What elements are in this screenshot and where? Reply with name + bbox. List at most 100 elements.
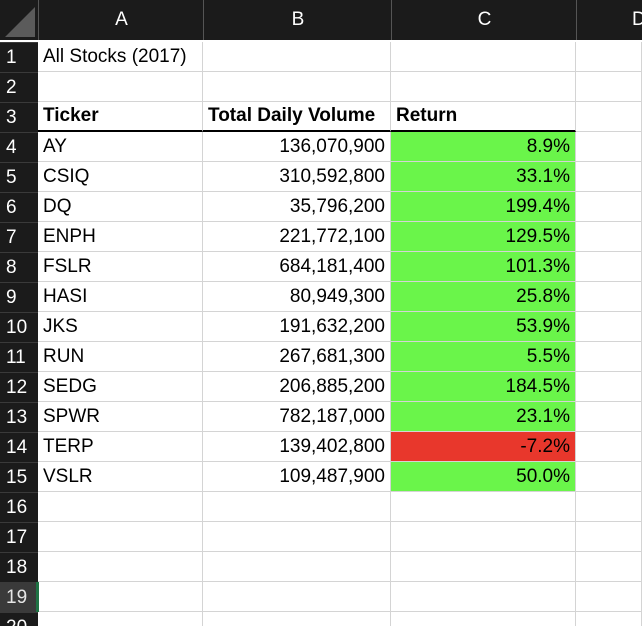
volume-cell[interactable]: 139,402,800 xyxy=(203,432,391,462)
ticker-cell[interactable]: CSIQ xyxy=(38,162,203,192)
return-cell[interactable]: 184.5% xyxy=(391,372,576,402)
volume-cell[interactable]: 206,885,200 xyxy=(203,372,391,402)
cell-d1[interactable] xyxy=(576,42,642,72)
cell-d4[interactable] xyxy=(576,132,642,162)
cell-a17[interactable] xyxy=(38,522,203,552)
row-header-10[interactable]: 10 xyxy=(0,312,38,342)
return-cell[interactable]: 199.4% xyxy=(391,192,576,222)
return-cell[interactable]: 101.3% xyxy=(391,252,576,282)
row-header-17[interactable]: 17 xyxy=(0,522,38,552)
cell-d20[interactable] xyxy=(576,612,642,626)
row-header-12[interactable]: 12 xyxy=(0,372,38,402)
volume-cell[interactable]: 267,681,300 xyxy=(203,342,391,372)
row-header-8[interactable]: 8 xyxy=(0,252,38,282)
row-header-6[interactable]: 6 xyxy=(0,192,38,222)
ticker-cell[interactable]: VSLR xyxy=(38,462,203,492)
cell-d6[interactable] xyxy=(576,192,642,222)
cell-b16[interactable] xyxy=(203,492,391,522)
return-cell[interactable]: -7.2% xyxy=(391,432,576,462)
column-header-a[interactable]: A xyxy=(38,0,204,40)
row-header-7[interactable]: 7 xyxy=(0,222,38,252)
return-cell[interactable]: 23.1% xyxy=(391,402,576,432)
cell-c2[interactable] xyxy=(391,72,576,102)
column-header-c[interactable]: C xyxy=(391,0,577,40)
row-header-3[interactable]: 3 xyxy=(0,102,38,132)
return-cell[interactable]: 25.8% xyxy=(391,282,576,312)
row-header-5[interactable]: 5 xyxy=(0,162,38,192)
volume-cell[interactable]: 109,487,900 xyxy=(203,462,391,492)
ticker-cell[interactable]: SEDG xyxy=(38,372,203,402)
row-header-2[interactable]: 2 xyxy=(0,72,38,102)
cell-d5[interactable] xyxy=(576,162,642,192)
header-ticker[interactable]: Ticker xyxy=(38,102,203,132)
cell-c19[interactable] xyxy=(391,582,576,612)
return-cell[interactable]: 53.9% xyxy=(391,312,576,342)
column-header-d[interactable]: D xyxy=(576,0,642,40)
row-header-18[interactable]: 18 xyxy=(0,552,38,582)
ticker-cell[interactable]: FSLR xyxy=(38,252,203,282)
ticker-cell[interactable]: SPWR xyxy=(38,402,203,432)
cell-d15[interactable] xyxy=(576,462,642,492)
return-cell[interactable]: 5.5% xyxy=(391,342,576,372)
ticker-cell[interactable]: ENPH xyxy=(38,222,203,252)
cell-b18[interactable] xyxy=(203,552,391,582)
cell-d19[interactable] xyxy=(576,582,642,612)
cell-d3[interactable] xyxy=(576,102,642,132)
cell-d16[interactable] xyxy=(576,492,642,522)
title-cell[interactable]: All Stocks (2017) xyxy=(38,42,203,72)
row-header-20[interactable]: 20 xyxy=(0,612,38,626)
row-header-9[interactable]: 9 xyxy=(0,282,38,312)
cell-d8[interactable] xyxy=(576,252,642,282)
return-cell[interactable]: 8.9% xyxy=(391,132,576,162)
cell-b17[interactable] xyxy=(203,522,391,552)
cell-b20[interactable] xyxy=(203,612,391,626)
row-header-15[interactable]: 15 xyxy=(0,462,38,492)
cell-a19[interactable] xyxy=(38,582,203,612)
ticker-cell[interactable]: TERP xyxy=(38,432,203,462)
row-header-14[interactable]: 14 xyxy=(0,432,38,462)
row-header-4[interactable]: 4 xyxy=(0,132,38,162)
volume-cell[interactable]: 80,949,300 xyxy=(203,282,391,312)
cell-d9[interactable] xyxy=(576,282,642,312)
volume-cell[interactable]: 191,632,200 xyxy=(203,312,391,342)
column-header-b[interactable]: B xyxy=(203,0,392,40)
cell-d17[interactable] xyxy=(576,522,642,552)
cell-d18[interactable] xyxy=(576,552,642,582)
ticker-cell[interactable]: DQ xyxy=(38,192,203,222)
volume-cell[interactable]: 684,181,400 xyxy=(203,252,391,282)
volume-cell[interactable]: 310,592,800 xyxy=(203,162,391,192)
cell-a18[interactable] xyxy=(38,552,203,582)
cell-b1[interactable] xyxy=(203,42,391,72)
return-cell[interactable]: 33.1% xyxy=(391,162,576,192)
row-header-19[interactable]: 19 xyxy=(0,582,38,612)
volume-cell[interactable]: 136,070,900 xyxy=(203,132,391,162)
cell-d10[interactable] xyxy=(576,312,642,342)
volume-cell[interactable]: 35,796,200 xyxy=(203,192,391,222)
cell-c20[interactable] xyxy=(391,612,576,626)
cell-d2[interactable] xyxy=(576,72,642,102)
cell-b19[interactable] xyxy=(203,582,391,612)
volume-cell[interactable]: 221,772,100 xyxy=(203,222,391,252)
cell-c16[interactable] xyxy=(391,492,576,522)
cell-b2[interactable] xyxy=(203,72,391,102)
cell-d7[interactable] xyxy=(576,222,642,252)
cell-c1[interactable] xyxy=(391,42,576,72)
cell-a16[interactable] xyxy=(38,492,203,522)
row-header-1[interactable]: 1 xyxy=(0,42,38,72)
cell-d13[interactable] xyxy=(576,402,642,432)
ticker-cell[interactable]: AY xyxy=(38,132,203,162)
cell-a2[interactable] xyxy=(38,72,203,102)
row-header-11[interactable]: 11 xyxy=(0,342,38,372)
return-cell[interactable]: 50.0% xyxy=(391,462,576,492)
cell-c17[interactable] xyxy=(391,522,576,552)
ticker-cell[interactable]: JKS xyxy=(38,312,203,342)
volume-cell[interactable]: 782,187,000 xyxy=(203,402,391,432)
ticker-cell[interactable]: RUN xyxy=(38,342,203,372)
cell-d12[interactable] xyxy=(576,372,642,402)
cell-d11[interactable] xyxy=(576,342,642,372)
cell-a20[interactable] xyxy=(38,612,203,626)
cell-d14[interactable] xyxy=(576,432,642,462)
select-all-corner[interactable] xyxy=(0,0,38,40)
row-header-16[interactable]: 16 xyxy=(0,492,38,522)
row-header-13[interactable]: 13 xyxy=(0,402,38,432)
